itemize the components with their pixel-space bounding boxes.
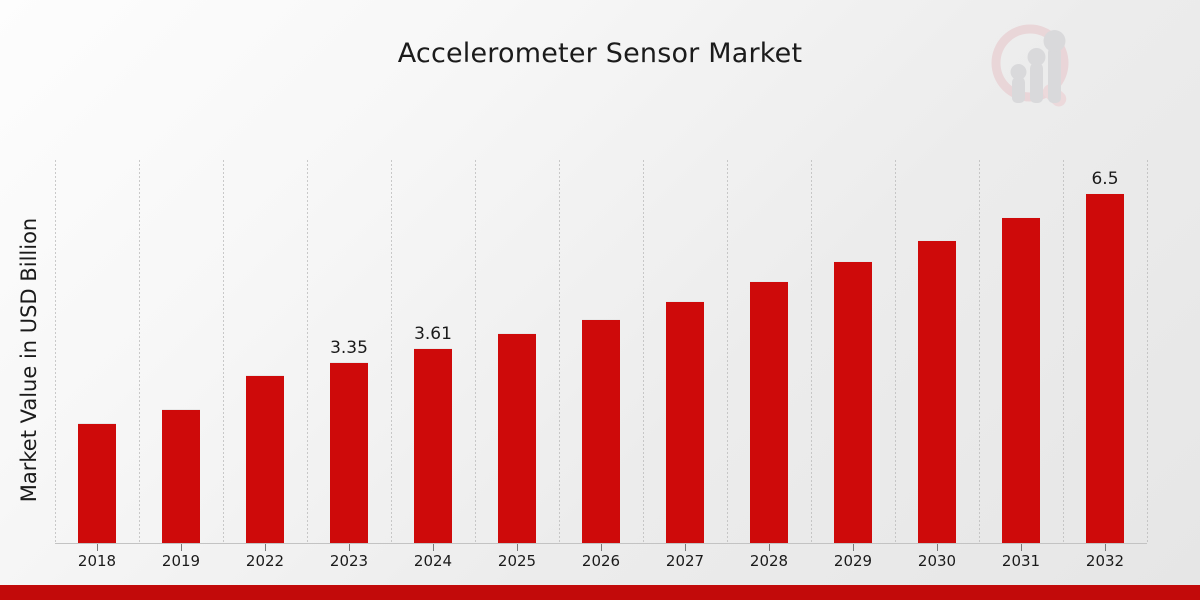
bar-slot [895,160,979,543]
x-axis-tick-label: 2027 [665,552,705,570]
x-axis-tick [265,544,266,551]
x-axis-tick [937,544,938,551]
gridline [643,160,644,543]
gridline [1147,160,1148,543]
x-axis-tick [433,544,434,551]
bar-value-label: 3.61 [414,324,452,345]
gridline [391,160,392,543]
bar-slot [475,160,559,543]
bar-value-label: 3.35 [330,338,368,359]
x-axis-tick-label: 2029 [833,552,873,570]
gridline [55,160,56,543]
bar[interactable] [162,408,200,543]
bar[interactable] [78,422,116,543]
gridline [979,160,980,543]
x-axis-tick [601,544,602,551]
gridline [139,160,140,543]
bar-slot [55,160,139,543]
bar-slot: 3.61 [391,160,475,543]
x-axis-tick-label: 2031 [1001,552,1041,570]
footer-bar [0,585,1200,600]
x-axis-tick [853,544,854,551]
bar-slot [643,160,727,543]
bar-value-label: 6.5 [1091,168,1119,189]
bar-slot [559,160,643,543]
x-axis-line [55,543,1147,544]
bar-slot [223,160,307,543]
plot-area: 3.35 3.61 6.5 [55,160,1148,543]
bar[interactable] [1002,217,1040,543]
x-axis-tick [181,544,182,551]
x-axis-tick [769,544,770,551]
gridline [1063,160,1064,543]
gridline [559,160,560,543]
bar-slot: 3.35 [307,160,391,543]
x-axis-tick-label: 2028 [749,552,789,570]
x-axis-tick-label: 2018 [77,552,117,570]
bar[interactable] [918,240,956,543]
bar[interactable] [246,375,284,543]
bar[interactable] [582,319,620,543]
x-axis-tick-label: 2023 [329,552,369,570]
bar[interactable] [1086,192,1124,543]
x-axis-tick-label: 2019 [161,552,201,570]
bar[interactable] [498,333,536,543]
bar-slot: 6.5 [1063,160,1147,543]
gridline [727,160,728,543]
x-axis-tick [97,544,98,551]
bar-slot [979,160,1063,543]
x-axis-tick-label: 2024 [413,552,453,570]
x-axis-tick [517,544,518,551]
gridline [475,160,476,543]
page-title: Accelerometer Sensor Market [397,38,803,69]
bar-slot [139,160,223,543]
gridline [811,160,812,543]
x-axis-tick-label: 2022 [245,552,285,570]
bar[interactable] [834,261,872,543]
bar-slot [727,160,811,543]
gridline [223,160,224,543]
x-axis-tick-label: 2026 [581,552,621,570]
x-axis-tick [1021,544,1022,551]
bar-chart-icon [1010,30,1066,103]
x-axis-tick-label: 2030 [917,552,957,570]
bar[interactable] [750,280,788,543]
logo-watermark [978,17,1090,117]
gridline [895,160,896,543]
bar[interactable] [414,348,452,543]
bar-slot [811,160,895,543]
bar[interactable] [666,300,704,543]
x-axis-tick [1105,544,1106,551]
x-axis-tick-label: 2025 [497,552,537,570]
y-axis-label: Market Value in USD Billion [17,217,41,503]
gridline [307,160,308,543]
x-axis-tick [685,544,686,551]
bar[interactable] [330,362,368,543]
x-axis-tick [349,544,350,551]
x-axis-tick-label: 2032 [1085,552,1125,570]
